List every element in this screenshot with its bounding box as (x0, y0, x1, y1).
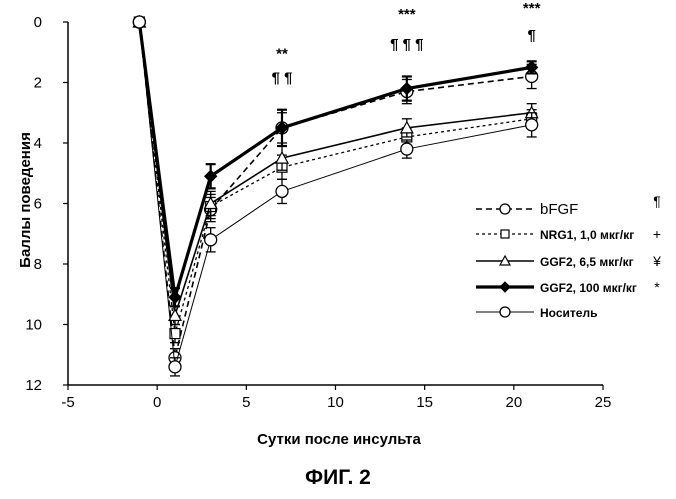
legend-label: NRG1, 1,0 мкг/кг (540, 228, 634, 242)
legend-suffix: + (653, 226, 661, 242)
legend-entry-3: GGF2, 100 мкг/кг * (476, 279, 660, 295)
data-point (500, 282, 510, 292)
y-tick-label: 12 (25, 377, 42, 394)
chart-legend: bFGF¶NRG1, 1,0 мкг/кг+GGF2, 6,5 мкг/кг¥G… (476, 193, 661, 320)
series-1 (134, 17, 536, 343)
data-point (276, 185, 288, 197)
significance-marker: ¶ ¶ (272, 70, 293, 87)
data-point (501, 230, 509, 238)
series-line (139, 22, 531, 315)
line-chart: -5 0 5 10 15 20 25 0 2 4 6 8 10 12 ** ¶ ¶ *** ¶ ¶ ¶ *** ¶ … (0, 0, 676, 466)
series-line (139, 22, 531, 358)
significance-marker: *** (523, 0, 541, 17)
significance-marker: *** (398, 6, 416, 23)
y-tick-label: 2 (34, 75, 42, 92)
y-tick-label: 0 (34, 14, 42, 31)
significance-marker: ** (276, 45, 288, 62)
data-point (500, 204, 510, 214)
x-tick-label: 0 (153, 394, 161, 411)
series-line (139, 22, 531, 334)
data-point (205, 234, 217, 246)
series-4 (133, 16, 537, 376)
legend-label: Носитель (540, 306, 597, 320)
x-tick-label: 5 (242, 394, 250, 411)
y-axis-title: Баллы поведения (17, 132, 34, 268)
legend-suffix: ¥ (652, 253, 661, 269)
x-tick-label: 15 (416, 394, 433, 411)
chart-series (133, 16, 537, 376)
data-point (133, 16, 145, 28)
legend-label: GGF2, 6,5 мкг/кг (540, 255, 634, 269)
legend-suffix: * (654, 279, 660, 295)
series-2 (133, 16, 537, 325)
legend-suffix: ¶ (653, 193, 661, 209)
x-tick-label: 20 (505, 394, 522, 411)
legend-entry-0: bFGF ¶ (476, 193, 661, 218)
x-tick-label: -5 (61, 394, 74, 411)
y-tick-label: 4 (34, 135, 42, 152)
data-point (169, 361, 181, 373)
legend-label: bFGF (540, 201, 578, 218)
chart-axes: -5 0 5 10 15 20 25 0 2 4 6 8 10 12 (25, 14, 611, 411)
series-line (139, 22, 531, 367)
y-tick-label: 8 (34, 256, 42, 273)
data-point (500, 307, 510, 317)
data-point (526, 119, 538, 131)
y-tick-label: 10 (25, 317, 42, 334)
legend-label: GGF2, 100 мкг/кг (540, 281, 637, 295)
y-tick-label: 6 (34, 196, 42, 213)
series-0 (133, 16, 537, 367)
series-line (139, 22, 531, 297)
legend-entry-2: GGF2, 6,5 мкг/кг ¥ (476, 253, 661, 269)
x-tick-label: 25 (595, 394, 612, 411)
x-tick-label: 10 (327, 394, 344, 411)
significance-marker: ¶ (527, 27, 535, 44)
legend-entry-1: NRG1, 1,0 мкг/кг + (476, 226, 661, 242)
significance-marker: ¶ ¶ ¶ (390, 36, 423, 53)
legend-entry-4: Носитель (476, 306, 597, 320)
data-point (401, 143, 413, 155)
figure-caption: ФИГ. 2 (0, 466, 676, 490)
x-axis-title: Сутки после инсульта (257, 431, 421, 448)
series-3 (133, 16, 537, 306)
